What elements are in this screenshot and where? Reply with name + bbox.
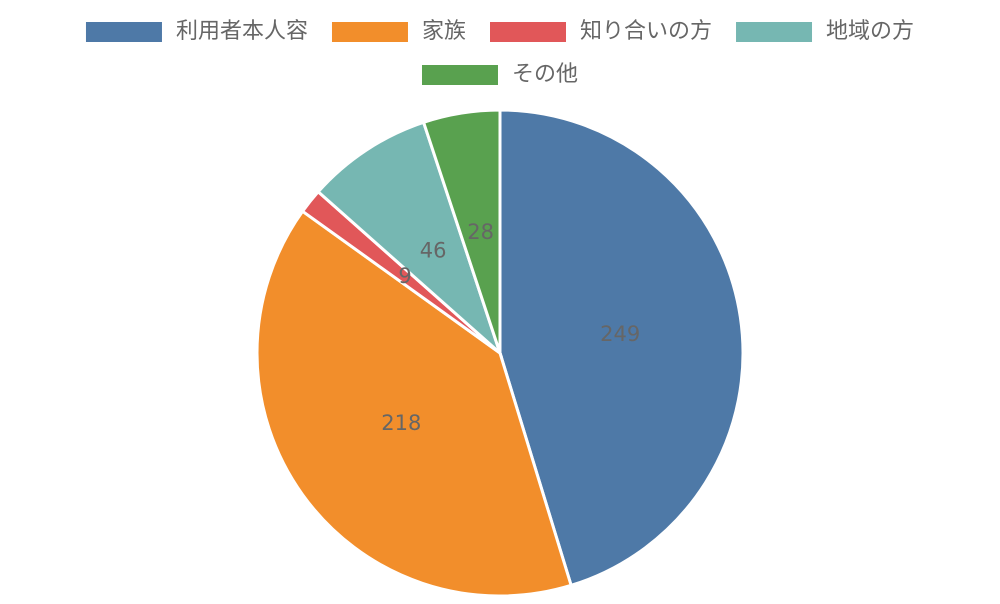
- legend-swatch: [421, 65, 498, 85]
- pie-slice: [498, 108, 745, 588]
- legend-row: その他: [421, 62, 578, 87]
- legend-swatch: [490, 22, 566, 42]
- legend-label: 家族: [422, 19, 466, 44]
- legend-swatch: [736, 22, 813, 42]
- legend-label: その他: [512, 62, 578, 87]
- legend-row: 利用者本人容 家族 知り合いの方 地域の方: [85, 19, 914, 44]
- pie-slice: [421, 108, 502, 354]
- pie-slice: [255, 209, 573, 598]
- data-label: 249: [600, 322, 640, 346]
- pie-slice: [316, 120, 504, 358]
- data-label: 28: [467, 220, 494, 244]
- legend-swatch: [331, 22, 408, 42]
- data-label: 46: [420, 239, 447, 263]
- legend-label: 知り合いの方: [580, 19, 712, 44]
- legend-label: 利用者本人容: [176, 19, 308, 44]
- legend-label: 地域の方: [826, 19, 914, 44]
- legend-swatch: [85, 22, 162, 42]
- data-label: 218: [381, 411, 421, 435]
- data-label: 9: [398, 264, 411, 288]
